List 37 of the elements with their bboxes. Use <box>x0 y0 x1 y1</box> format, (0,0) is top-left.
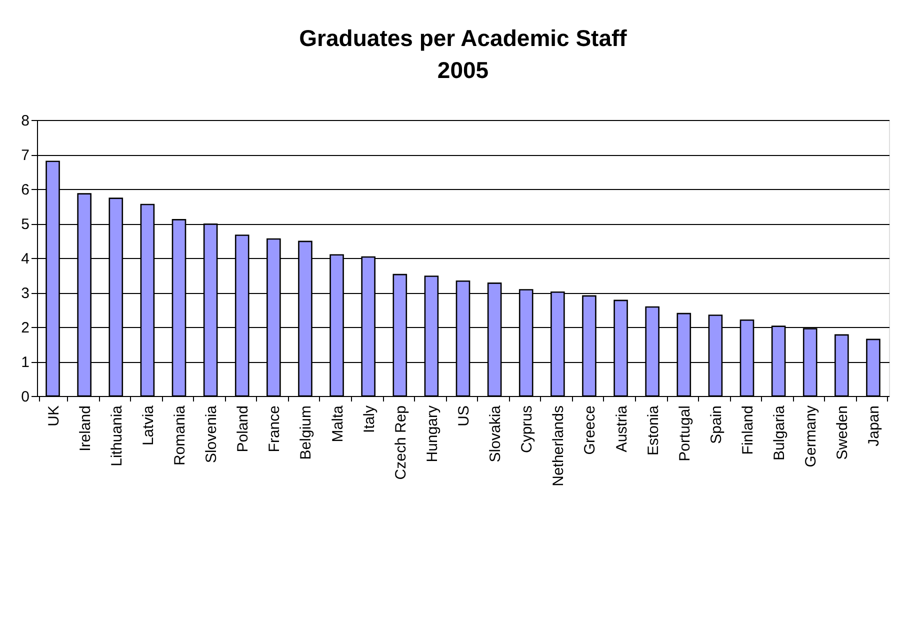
x-tick-label: Austria <box>613 404 630 452</box>
y-tick-label: 5 <box>21 216 30 233</box>
x-tick-label: Bulgaria <box>771 404 788 461</box>
x-tick-label: UK <box>45 406 62 426</box>
y-tick-label: 6 <box>21 182 30 198</box>
x-tick-label: Portugal <box>676 406 694 462</box>
y-tick-label: 3 <box>21 285 30 302</box>
x-tick-label: Cyprus <box>518 406 536 454</box>
x-tick-label: Estonia <box>644 404 662 456</box>
y-tick-label: 0 <box>21 388 30 406</box>
x-tick-label: Belgium <box>298 406 315 460</box>
x-tick-label: Ireland <box>76 406 94 452</box>
x-tick-label: Japan <box>866 406 883 446</box>
x-tick-label: US <box>456 406 472 426</box>
x-tick-label: Slovenia <box>203 404 220 464</box>
x-tick-label: Sweden <box>834 406 852 460</box>
x-tick-label: Germany <box>802 405 820 468</box>
x-tick-label: Greece <box>582 406 599 455</box>
x-tick-label: Poland <box>234 406 252 452</box>
x-tick-label: Hungary <box>424 405 441 462</box>
x-tick-label: Finland <box>740 406 756 455</box>
x-tick-label: Lithuania <box>108 404 126 466</box>
y-tick-label: 4 <box>21 250 30 268</box>
y-tick-label: 2 <box>21 320 30 336</box>
x-tick-label: Slovakia <box>487 404 504 462</box>
chart-title: Graduates per Academic Staff 2005 <box>299 25 628 83</box>
x-tick-label: Netherlands <box>550 406 568 486</box>
x-tick-label: Czech Rep <box>392 406 410 480</box>
x-tick-label: Latvia <box>140 404 157 446</box>
x-tick-label: France <box>266 406 284 452</box>
x-tick-label: Malta <box>329 404 346 442</box>
y-tick-label: 1 <box>21 354 30 371</box>
x-tick-label: Romania <box>172 404 188 466</box>
y-tick-label: 8 <box>21 112 30 130</box>
x-tick-label: Spain <box>708 406 725 444</box>
y-tick-label: 7 <box>21 147 30 164</box>
x-tick-label: Italy <box>360 405 378 434</box>
